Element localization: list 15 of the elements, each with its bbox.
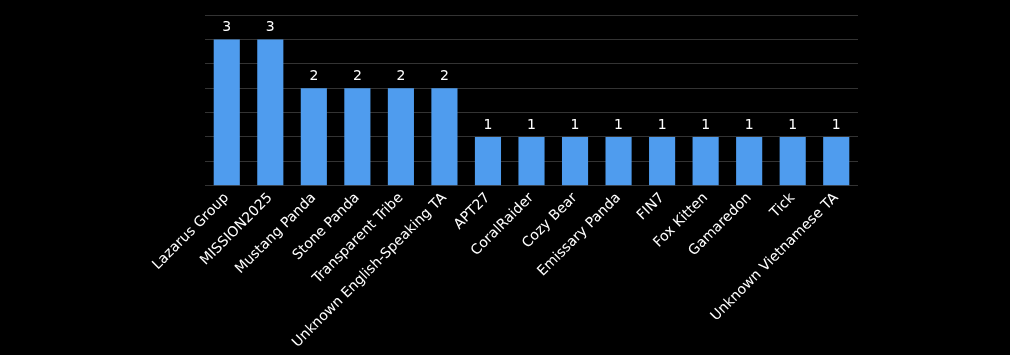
data-label: 2	[439, 66, 449, 83]
data-label: 1	[744, 115, 754, 132]
data-label: 1	[657, 115, 667, 132]
data-label: 1	[527, 115, 536, 132]
data-label: 3	[222, 18, 232, 35]
data-label: 2	[396, 66, 406, 83]
data-label: 1	[788, 115, 798, 132]
data-label: 3	[265, 18, 275, 35]
data-label: 1	[570, 115, 580, 132]
data-label: 1	[483, 115, 493, 132]
data-label: 1	[701, 115, 711, 132]
data-label: 2	[309, 66, 319, 83]
data-label: 2	[352, 66, 362, 83]
data-label: 1	[831, 115, 841, 132]
data-label: 1	[614, 115, 624, 132]
